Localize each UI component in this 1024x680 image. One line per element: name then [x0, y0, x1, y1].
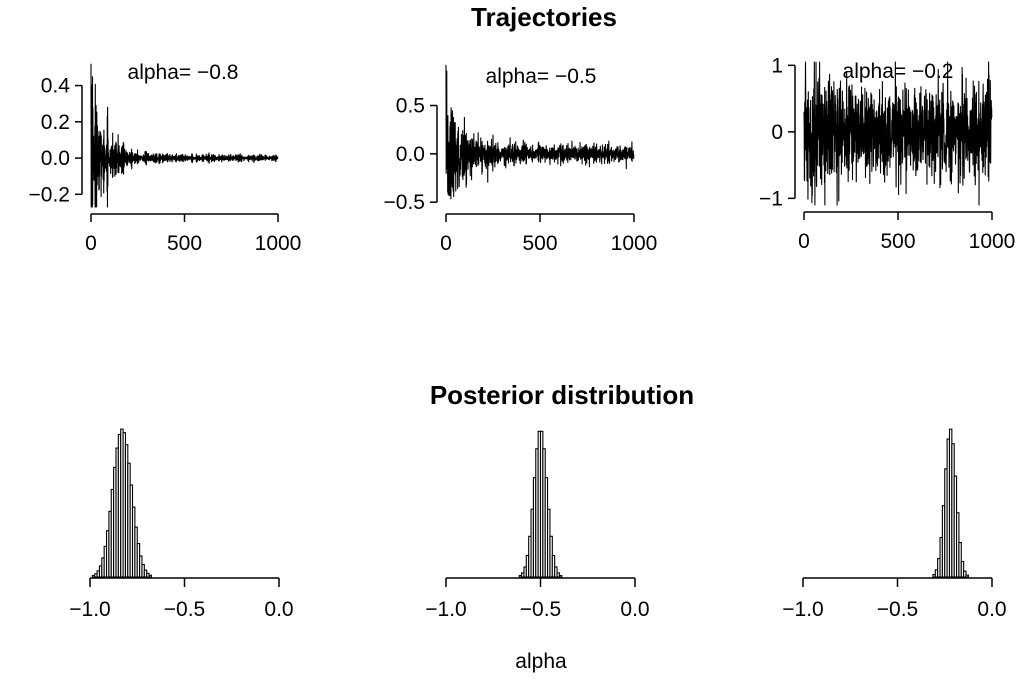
posterior-panel-2: −1.0 −0.5 0.0 — [425, 430, 650, 621]
posterior-xlabel: alpha — [515, 650, 567, 673]
y-tick-label: 0.2 — [41, 111, 70, 134]
x-tick-label: −0.5 — [164, 598, 205, 621]
y-tick-label: 0.0 — [396, 143, 425, 166]
posterior-panel-3: −1.0 −0.5 0.0 — [782, 428, 1007, 621]
y-tick-label: −0.2 — [29, 183, 70, 206]
histogram-bar — [558, 574, 563, 578]
histogram-bar — [965, 574, 969, 578]
x-tick-label: 0 — [798, 230, 810, 253]
histogram-bar — [960, 560, 965, 578]
histogram-bar — [148, 574, 152, 578]
y-tick-label: 0.0 — [41, 147, 70, 170]
x-tick-label: 0 — [85, 232, 97, 255]
posterior-panel-1: −1.0 −0.5 0.0 — [69, 428, 294, 621]
x-tick-label: 500 — [522, 232, 557, 255]
x-tick-label: −1.0 — [425, 598, 466, 621]
x-tick-label: 0.0 — [620, 598, 649, 621]
x-tick-label: 1000 — [611, 232, 658, 255]
x-tick-label: −1.0 — [782, 598, 823, 621]
histogram-bar — [556, 572, 560, 578]
y-tick-label: 0.5 — [396, 95, 425, 118]
y-tick-label: 0.4 — [41, 75, 71, 98]
x-tick-label: −1.0 — [69, 598, 110, 621]
alpha-annotation: alpha= −0.8 — [128, 61, 239, 84]
trajectory-panel-3: −1 0 1 0 500 1000 alpha= −0.2 — [759, 54, 1015, 253]
x-tick-label: 500 — [880, 230, 915, 253]
x-tick-label: 0.0 — [977, 598, 1006, 621]
y-tick-label: −1 — [759, 187, 783, 210]
x-tick-label: 500 — [167, 232, 202, 255]
x-tick-label: −0.5 — [520, 598, 561, 621]
alpha-annotation: alpha= −0.5 — [486, 65, 597, 88]
trajectory-panel-2: −0.5 0.0 0.5 0 500 1000 alpha= −0.5 — [384, 64, 658, 255]
trajectory-line — [445, 64, 635, 200]
histogram-bar — [963, 570, 967, 578]
trajectory-line — [803, 61, 993, 206]
x-tick-label: 0.0 — [264, 598, 293, 621]
histogram-bar — [958, 542, 962, 578]
y-tick-label: −0.5 — [384, 191, 425, 214]
x-tick-label: 1000 — [255, 232, 302, 255]
posterior-title: Posterior distribution — [430, 380, 694, 410]
trajectories-title: Trajectories — [471, 2, 617, 32]
alpha-annotation: alpha= −0.2 — [843, 60, 954, 83]
x-tick-label: −0.5 — [877, 598, 918, 621]
x-tick-label: 1000 — [969, 230, 1016, 253]
x-tick-label: 0 — [440, 232, 452, 255]
histogram-bar — [554, 566, 558, 578]
y-tick-label: 0 — [771, 121, 783, 144]
trajectory-line — [90, 63, 279, 208]
y-tick-label: 1 — [771, 54, 783, 77]
histogram-bar — [551, 554, 556, 578]
trajectory-panel-1: −0.2 0.0 0.2 0.4 0 500 1000 alpha= −0.8 — [29, 61, 302, 255]
